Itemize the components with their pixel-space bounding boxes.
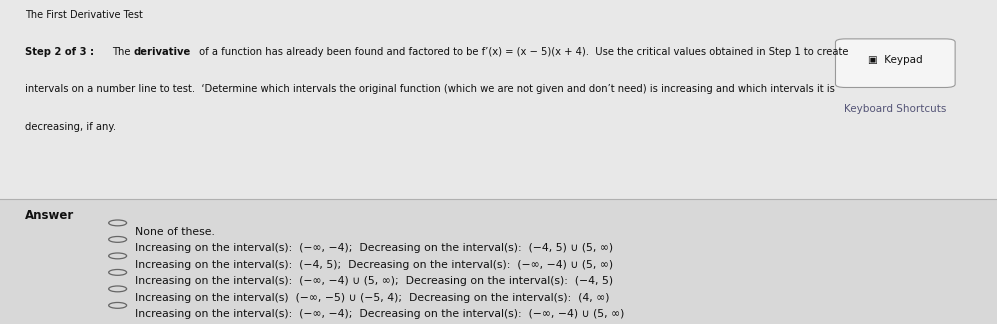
Text: Increasing on the interval(s):  (−4, 5);  Decreasing on the interval(s):  (−∞, −: Increasing on the interval(s): (−4, 5); … xyxy=(135,260,613,270)
Text: decreasing, if any.: decreasing, if any. xyxy=(25,122,116,132)
Text: Increasing on the interval(s):  (−∞, −4);  Decreasing on the interval(s):  (−∞, : Increasing on the interval(s): (−∞, −4);… xyxy=(135,309,624,319)
Text: Step 2 of 3 :: Step 2 of 3 : xyxy=(25,47,98,57)
Text: ▣  Keypad: ▣ Keypad xyxy=(868,55,922,65)
Text: Keyboard Shortcuts: Keyboard Shortcuts xyxy=(844,104,946,114)
Text: derivative: derivative xyxy=(134,47,191,57)
Text: of a function has already been found and factored to be f’(x) = (x − 5)(x + 4). : of a function has already been found and… xyxy=(195,47,848,57)
Bar xyxy=(0,0,997,199)
Text: Increasing on the interval(s):  (−∞, −4) ∪ (5, ∞);  Decreasing on the interval(s: Increasing on the interval(s): (−∞, −4) … xyxy=(135,276,613,286)
Text: Increasing on the interval(s)  (−∞, −5) ∪ (−5, 4);  Decreasing on the interval(s: Increasing on the interval(s) (−∞, −5) ∪… xyxy=(135,293,609,303)
FancyBboxPatch shape xyxy=(835,39,955,87)
Text: The: The xyxy=(112,47,134,57)
Text: None of these.: None of these. xyxy=(135,227,214,237)
Text: Increasing on the interval(s):  (−∞, −4);  Decreasing on the interval(s):  (−4, : Increasing on the interval(s): (−∞, −4);… xyxy=(135,243,613,253)
Text: intervals on a number line to test.  ‘Determine which intervals the original fun: intervals on a number line to test. ‘Det… xyxy=(25,84,834,94)
Text: The First Derivative Test: The First Derivative Test xyxy=(25,10,143,20)
Text: Answer: Answer xyxy=(25,209,74,222)
